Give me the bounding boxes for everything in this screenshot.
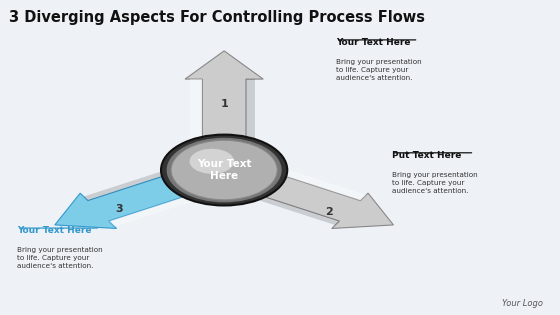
Circle shape: [171, 140, 277, 200]
Text: Your Text Here: Your Text Here: [17, 226, 92, 236]
Polygon shape: [224, 185, 339, 225]
Text: 3: 3: [115, 203, 123, 214]
Text: 2: 2: [325, 207, 333, 217]
Polygon shape: [109, 185, 226, 227]
Polygon shape: [246, 79, 255, 161]
Circle shape: [161, 135, 287, 205]
Text: 1: 1: [220, 99, 228, 109]
Polygon shape: [83, 160, 199, 201]
Text: Bring your presentation
to life. Capture your
audience's attention.: Bring your presentation to life. Capture…: [17, 247, 103, 269]
Polygon shape: [228, 164, 394, 228]
Circle shape: [167, 138, 282, 202]
Text: Put Text Here: Put Text Here: [392, 151, 461, 160]
Text: Your Text
Here: Your Text Here: [197, 159, 251, 181]
Circle shape: [190, 149, 234, 174]
Text: Bring your presentation
to life. Capture your
audience's attention.: Bring your presentation to life. Capture…: [336, 59, 422, 81]
Text: Bring your presentation
to life. Capture your
audience's attention.: Bring your presentation to life. Capture…: [392, 172, 477, 194]
Polygon shape: [55, 164, 220, 228]
Polygon shape: [249, 159, 366, 201]
Polygon shape: [190, 79, 202, 161]
Text: Your Text Here: Your Text Here: [336, 38, 410, 47]
Text: 3 Diverging Aspects For Controlling Process Flows: 3 Diverging Aspects For Controlling Proc…: [9, 10, 425, 25]
Text: Your Logo: Your Logo: [502, 299, 543, 308]
Polygon shape: [185, 51, 263, 161]
